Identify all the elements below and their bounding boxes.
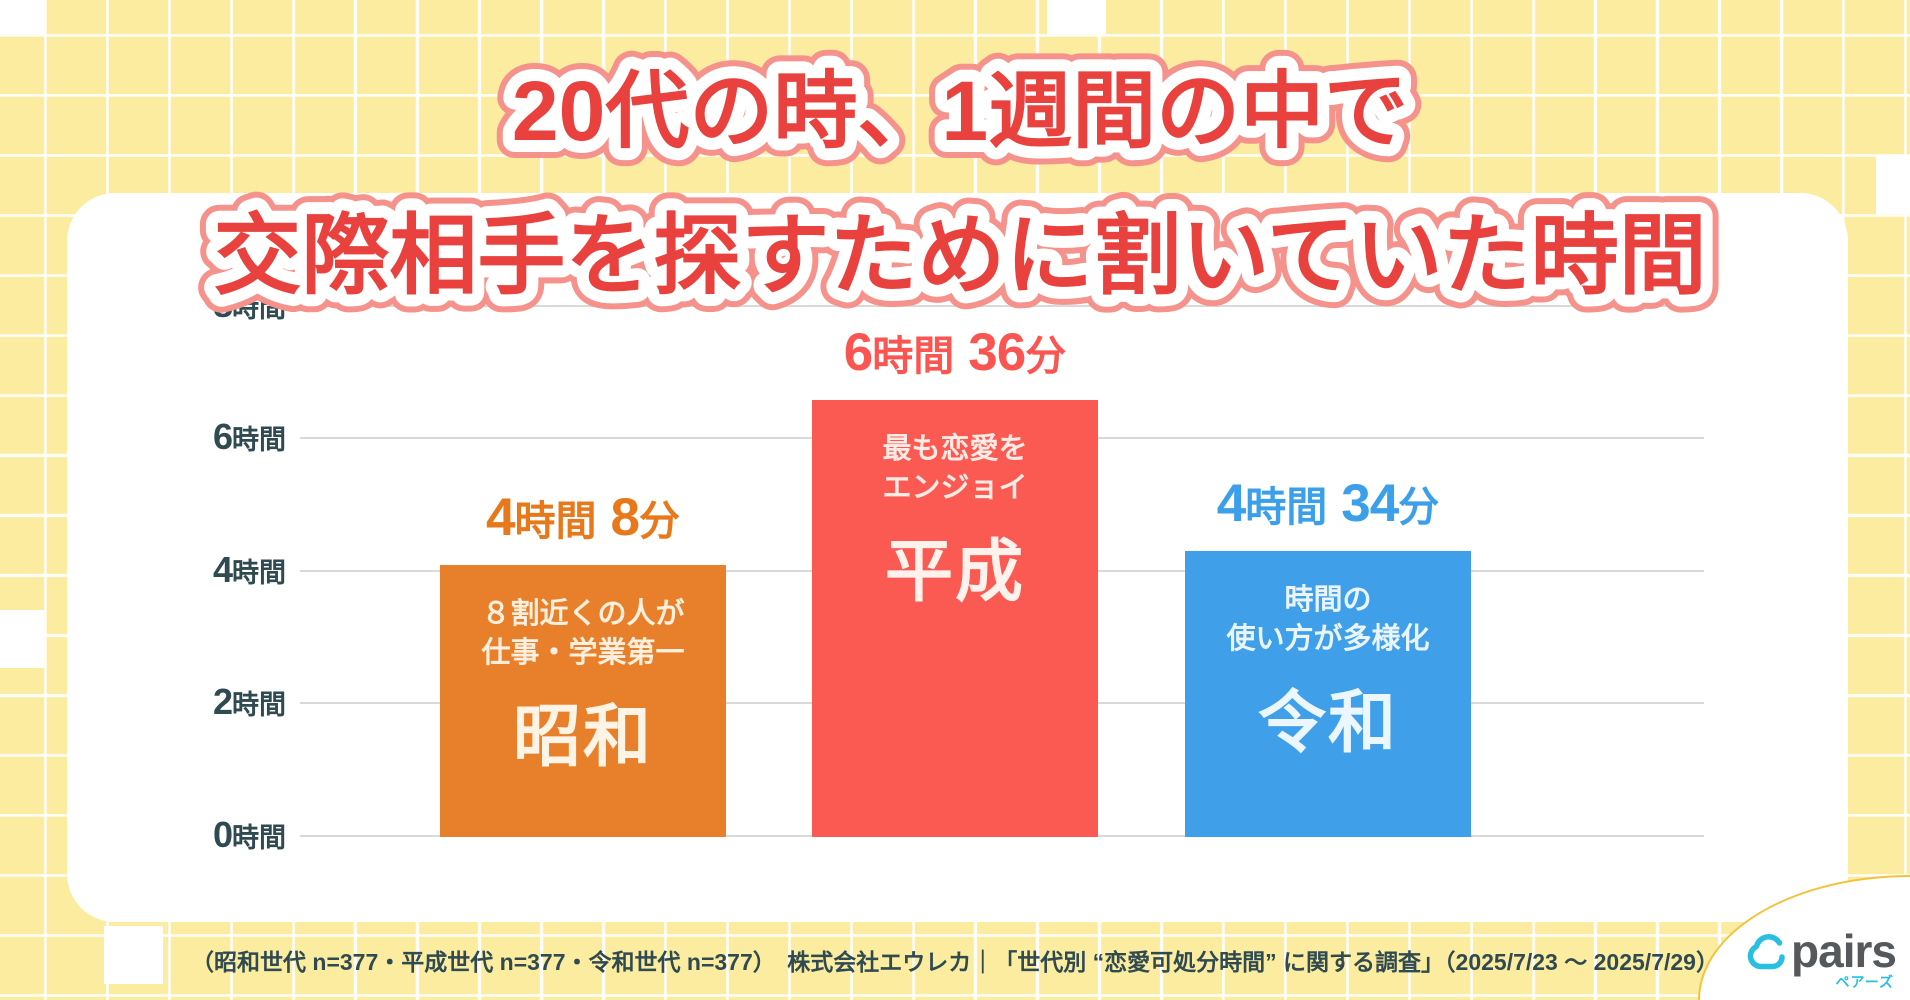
svg-text:20代の時、1週間の中で: 20代の時、1週間の中で [512, 64, 1408, 158]
bar-reiwa-description: 時間の 使い方が多様化 [1226, 584, 1430, 655]
bar-heisei: 最も恋愛を エンジョイ 平成 [812, 400, 1098, 837]
pairs-katakana-label: ペアーズ [1835, 974, 1894, 990]
svg-text:交際相手を探すために割いていた時間: 交際相手を探すために割いていた時間 [213, 206, 1706, 305]
gridline-8h [300, 305, 1704, 307]
value-label-heisei: 6時間 36分 [843, 323, 1067, 382]
value-label-reiwa: 4時間 34分 [1216, 474, 1440, 533]
y-tick-4h: 4時間 [212, 549, 286, 590]
background-white-cell [1047, 0, 1106, 34]
y-tick-2h: 2時間 [212, 681, 286, 722]
svg-text:交際相手を探すために割いていた時間: 交際相手を探すために割いていた時間 [213, 206, 1706, 305]
bar-reiwa: 時間の 使い方が多様化 令和 [1185, 551, 1471, 837]
svg-text:20代の時、1週間の中で: 20代の時、1週間の中で [512, 64, 1408, 158]
bar-showa: ８割近くの人が 仕事・学業第一 昭和 [440, 565, 726, 837]
pairs-cloud-icon [1747, 934, 1785, 970]
footer-note: （昭和世代 n=377・平成世代 n=377・令和世代 n=377） 株式会社エ… [191, 949, 1719, 975]
bar-reiwa-era-label: 令和 [1257, 685, 1398, 761]
background-white-cell [0, 0, 44, 34]
value-label-showa: 4時間 8分 [486, 488, 680, 547]
bar-heisei-era-label: 平成 [884, 534, 1025, 610]
pairs-wordmark: pairs [1791, 925, 1897, 977]
page-title: 20代の時、1週間の中で 20代の時、1週間の中で 20代の時、1週間の中で 交… [195, 46, 1724, 323]
y-tick-6h: 6時間 [212, 416, 286, 457]
bar-showa-description: ８割近くの人が 仕事・学業第一 [481, 598, 685, 669]
background-white-cell [1876, 156, 1910, 214]
background-white-cell [104, 926, 163, 984]
svg-text:20代の時、1週間の中で: 20代の時、1週間の中で [512, 64, 1408, 158]
y-tick-0h: 0時間 [212, 814, 286, 855]
svg-text:交際相手を探すために割いていた時間: 交際相手を探すために割いていた時間 [213, 206, 1706, 305]
bar-showa-era-label: 昭和 [512, 699, 653, 775]
y-tick-8h: 8時間 [212, 284, 286, 325]
background-white-cell [0, 610, 44, 668]
bar-heisei-description: 最も恋愛を エンジョイ [882, 433, 1028, 504]
